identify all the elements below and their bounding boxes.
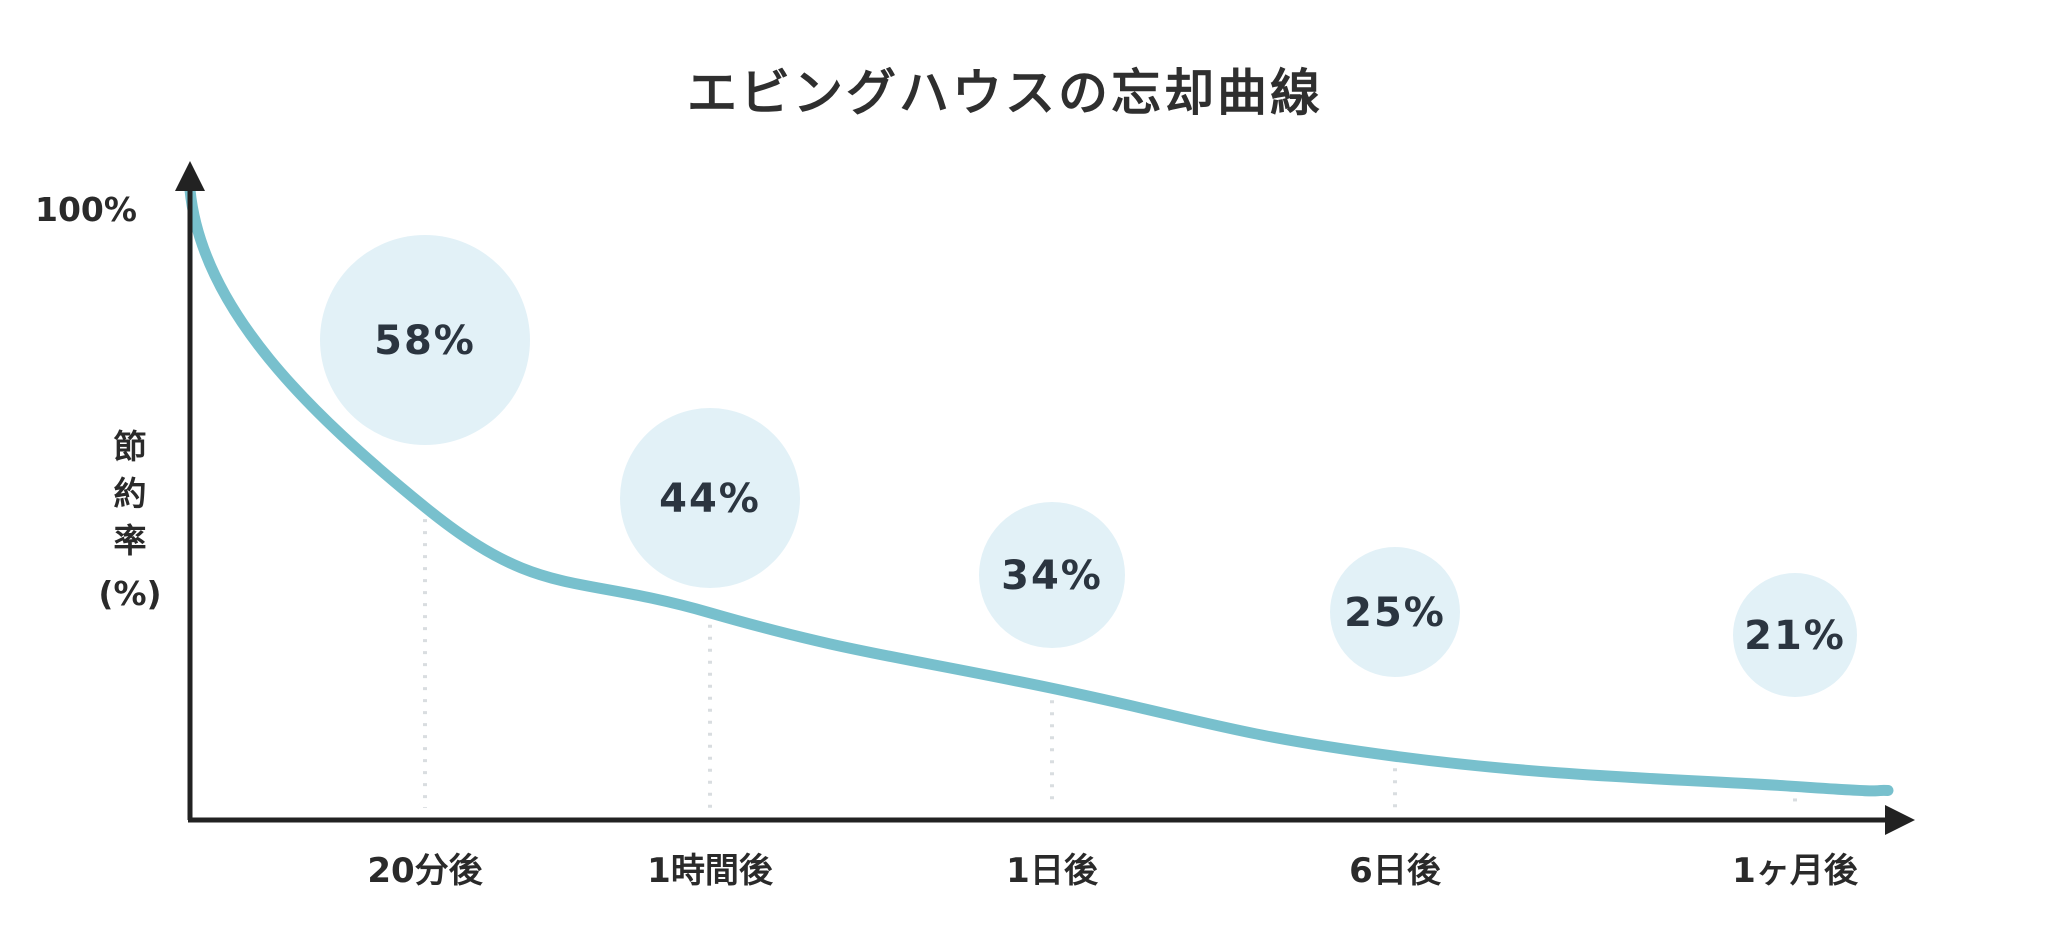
data-bubble <box>620 408 800 588</box>
guide-lines <box>423 519 1797 808</box>
y-axis-label-char: 節 <box>114 427 147 466</box>
y-axis-label-char: 率 <box>114 521 147 560</box>
x-tick-label: 1日後 <box>1006 851 1099 891</box>
data-label: 58% <box>374 318 476 364</box>
data-label: 25% <box>1344 590 1446 636</box>
x-tick-label: 6日後 <box>1349 851 1442 891</box>
data-label: 34% <box>1001 553 1103 599</box>
x-tick-labels: 20分後 1時間後 1日後 6日後 1ヶ月後 <box>367 851 1858 891</box>
x-tick-label: 1時間後 <box>647 851 774 891</box>
y-axis-label: 節 約 率 (%) <box>98 427 161 613</box>
data-bubble <box>979 502 1125 648</box>
data-bubble <box>1733 573 1857 697</box>
data-bubble <box>1330 547 1460 677</box>
data-bubble <box>320 235 530 445</box>
x-tick-label: 20分後 <box>367 851 483 891</box>
y-axis-label-unit: (%) <box>98 574 161 613</box>
y-tick-label-100: 100% <box>35 190 137 229</box>
data-label: 21% <box>1744 613 1846 659</box>
data-label: 44% <box>659 476 761 522</box>
data-bubbles: 58% 44% 34% 25% 21% <box>320 235 1857 697</box>
forgetting-curve-line <box>184 184 1894 797</box>
chart-title: エビングハウスの忘却曲線 <box>687 64 1323 122</box>
y-axis-label-char: 約 <box>114 474 147 513</box>
x-tick-label: 1ヶ月後 <box>1732 851 1859 891</box>
